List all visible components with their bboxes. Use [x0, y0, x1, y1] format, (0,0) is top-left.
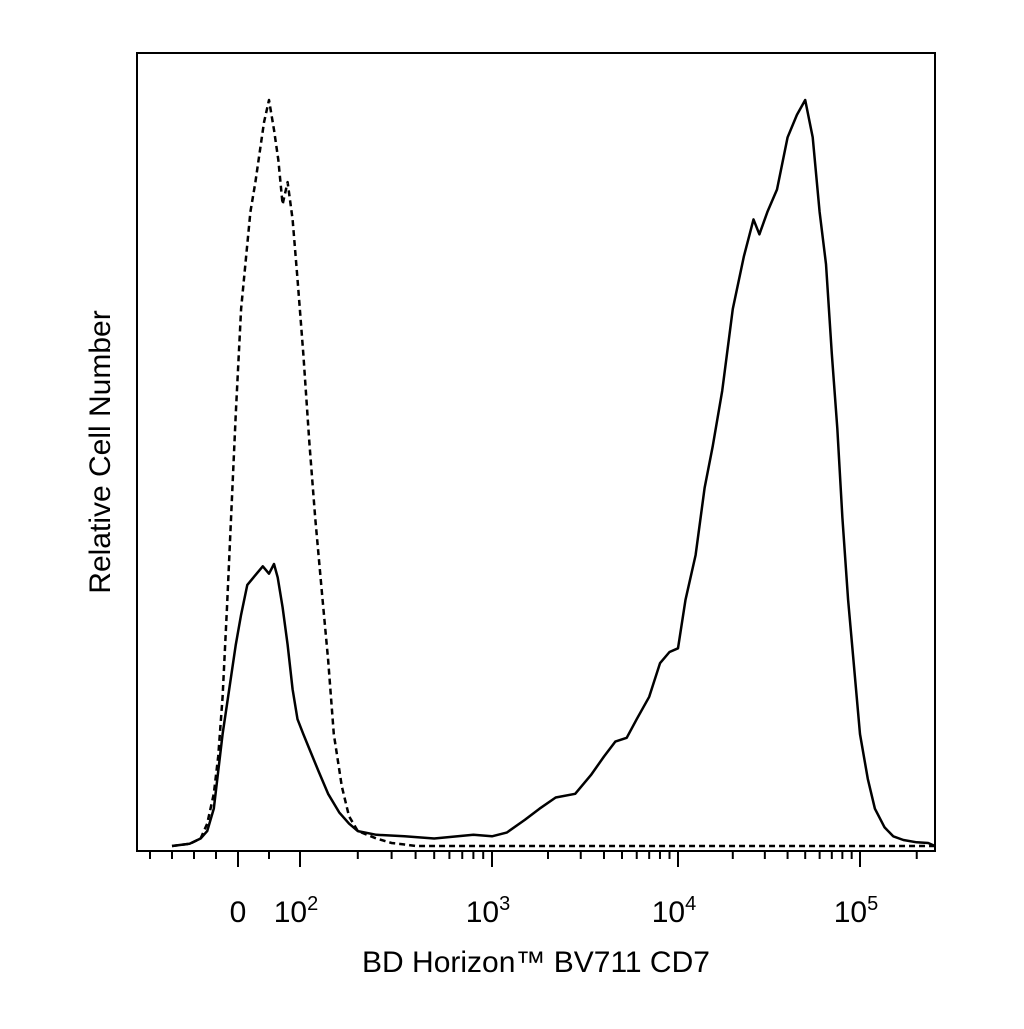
x-axis-label: BD Horizon™ BV711 CD7 [362, 946, 710, 979]
x-tick-label: 105 [834, 893, 879, 929]
plot-frame [136, 52, 936, 852]
x-axis-ticks [149, 851, 918, 867]
x-tick-label: 0 [230, 896, 247, 929]
x-tick-label: 102 [274, 893, 319, 929]
x-tick-label: 103 [466, 893, 511, 929]
series-layer [171, 98, 936, 848]
histogram-line-solid [171, 98, 936, 848]
y-axis-label: Relative Cell Number [84, 310, 117, 593]
x-axis-tick-labels: 0 102 103 104 105 [230, 893, 879, 929]
x-tick-label: 104 [652, 893, 697, 929]
